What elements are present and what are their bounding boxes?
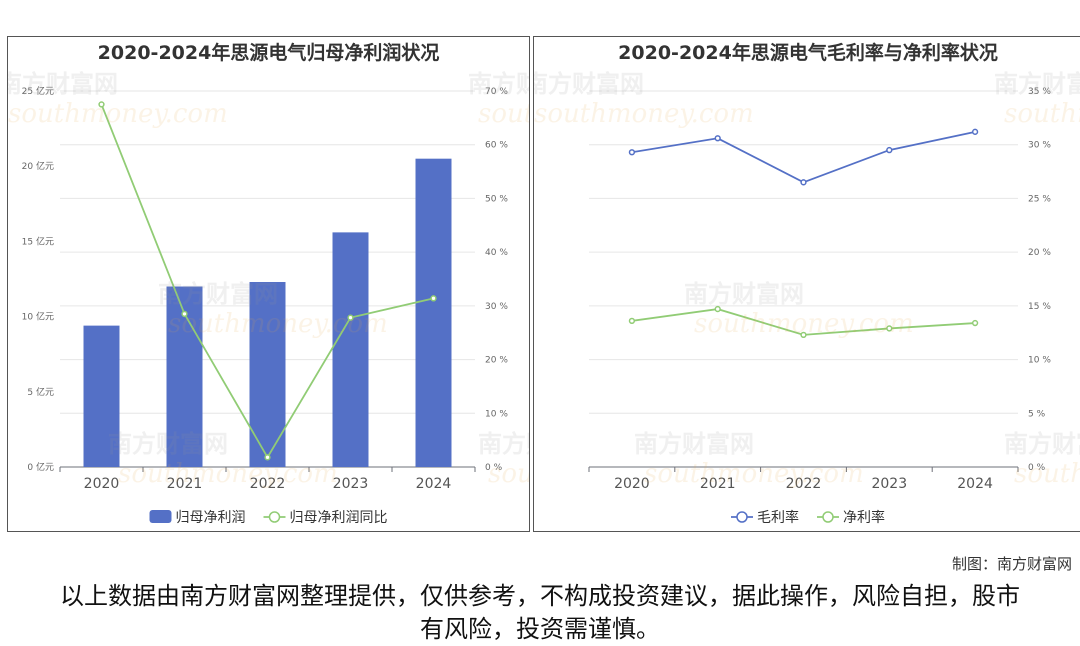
watermark-en: southmoney.com — [1014, 459, 1080, 489]
legend-label: 归母净利润 — [176, 509, 246, 526]
watermark-cn: 南方财富网 — [1004, 430, 1080, 458]
y-right-tick-label: 60 % — [485, 141, 508, 151]
profit-chart-panel: 2020-2024年思源电气归母净利润状况 0 % 10 % 20 % 30 % 40 %… — [7, 36, 530, 532]
watermark-en: southmoney.com — [488, 459, 529, 489]
watermark-en: southmoney.com — [694, 309, 914, 339]
watermark-en: southmoney.com — [478, 99, 529, 129]
legend-label: 净利率 — [843, 509, 885, 526]
watermark-cn: 南方财富网 — [468, 70, 529, 98]
watermark-cn: 南方财富网 — [994, 70, 1080, 98]
legend-label: 毛利率 — [757, 509, 799, 526]
y-right-tick-label: 0 % — [485, 463, 503, 473]
watermark-en: southmoney.com — [118, 459, 338, 489]
x-tick-label: 2024 — [957, 476, 993, 492]
series-point — [628, 317, 636, 325]
watermark-cn: 南方财富网 — [478, 430, 529, 458]
series-point — [347, 314, 354, 321]
x-tick-label: 2023 — [333, 476, 369, 492]
margin-chart-panel: 2020-2024年思源电气毛利率与净利率状况 0 % 5 % 10 % 15 % 20 … — [533, 36, 1080, 532]
legend-swatch-marker — [736, 511, 748, 523]
watermark-en: southmoney.com — [1004, 99, 1080, 129]
series-point — [971, 319, 979, 327]
watermark-cn: 南方财富网 — [8, 70, 118, 98]
series-point — [714, 135, 721, 142]
series-point — [181, 310, 188, 318]
bar — [332, 232, 369, 467]
y-right-tick-label: 25 % — [1028, 194, 1051, 204]
y-right-tick-label: 15 % — [1028, 302, 1051, 312]
chart-title: 2020-2024年思源电气归母净利润状况 — [98, 41, 440, 64]
series-point — [714, 305, 721, 313]
y-left-tick-label: 15 亿元 — [22, 235, 54, 247]
x-tick-label: 2020 — [614, 476, 650, 492]
x-tick-label: 2021 — [700, 476, 736, 492]
chart-title: 2020-2024年思源电气毛利率与净利率状况 — [618, 41, 998, 64]
legend-swatch-marker — [268, 511, 281, 523]
series-point — [971, 128, 979, 135]
x-tick-label: 2022 — [786, 476, 822, 492]
margin-chart: 2020-2024年思源电气毛利率与净利率状况 0 % 5 % 10 % 15 % 20 … — [534, 41, 1080, 526]
y-right-tick-label: 0 % — [1028, 463, 1046, 473]
y-right-tick-label: 50 % — [485, 194, 508, 204]
y-left-tick-label: 0 亿元 — [27, 461, 54, 473]
y-right-tick-label: 30 % — [485, 302, 508, 312]
watermark-en: southmoney.com — [168, 309, 388, 339]
disclaimer-text: 以上数据由南方财富网整理提供，仅供参考，不构成投资建议，据此操作，风险自担，股市… — [60, 582, 1020, 643]
x-tick-label: 2024 — [416, 476, 452, 492]
x-tick-label: 2023 — [871, 476, 907, 492]
y-right-tick-label: 5 % — [1028, 409, 1046, 419]
chart-credit: 制图：南方财富网 — [951, 555, 1072, 573]
y-left-tick-label: 25 亿元 — [22, 85, 54, 97]
watermark-en: southmoney.com — [534, 99, 754, 129]
y-right-tick-label: 10 % — [1028, 356, 1051, 366]
watermark-cn: 南方财富网 — [684, 280, 804, 308]
bar — [415, 158, 452, 467]
series-point — [886, 325, 893, 332]
watermark-en: southmoney.com — [8, 99, 228, 129]
x-tick-label: 2022 — [250, 476, 286, 492]
series-point — [98, 101, 105, 108]
y-right-tick-label: 70 % — [485, 87, 508, 97]
series-point — [264, 454, 271, 461]
y-right-tick-label: 35 % — [1028, 87, 1051, 97]
watermark-cn: 南方财富网 — [534, 70, 644, 98]
y-left-tick-label: 10 亿元 — [22, 311, 54, 323]
y-right-tick-label: 20 % — [1028, 248, 1051, 258]
legend-swatch-marker — [822, 511, 834, 523]
series-point — [430, 295, 437, 302]
watermark-cn: 南方财富网 — [634, 430, 754, 458]
series-point — [800, 179, 807, 186]
y-right-tick-label: 30 % — [1028, 141, 1051, 151]
series-point — [886, 146, 893, 154]
y-right-tick-label: 20 % — [485, 356, 508, 366]
series-line — [631, 130, 976, 184]
legend-label: 归母净利润同比 — [290, 509, 388, 526]
y-right-tick-label: 10 % — [485, 409, 508, 419]
series-point — [800, 331, 807, 339]
x-tick-label: 2021 — [167, 476, 203, 492]
legend-swatch — [149, 510, 172, 523]
x-tick-label: 2020 — [84, 476, 120, 492]
profit-chart: 2020-2024年思源电气归母净利润状况 0 % 10 % 20 % 30 % 40 %… — [8, 41, 529, 526]
series-point — [628, 149, 636, 156]
watermark-cn: 南方财富网 — [158, 280, 278, 308]
y-left-tick-label: 20 亿元 — [22, 160, 54, 172]
watermark-en: southmoney.com — [644, 459, 864, 489]
y-right-tick-label: 40 % — [485, 248, 508, 258]
watermark-cn: 南方财富网 — [108, 430, 228, 458]
y-left-tick-label: 5 亿元 — [27, 386, 54, 398]
bar — [83, 325, 120, 467]
